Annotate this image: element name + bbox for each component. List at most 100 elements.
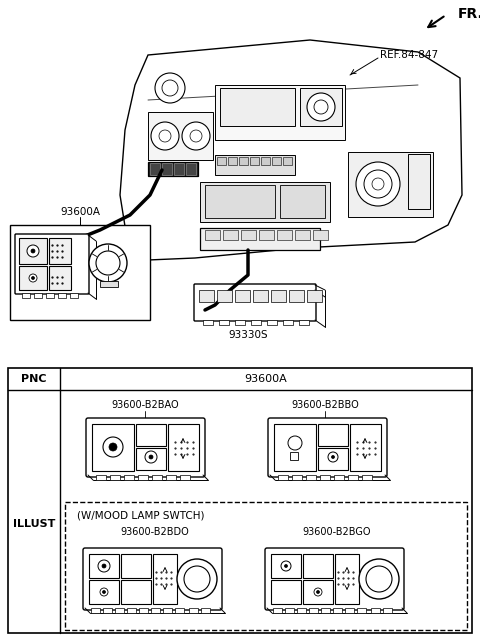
Text: FR.: FR. [458, 7, 480, 21]
Circle shape [103, 437, 123, 457]
Circle shape [100, 588, 108, 596]
Bar [10, 225, 150, 320]
Bar [383, 608, 392, 613]
Bar [215, 155, 295, 175]
Circle shape [98, 560, 110, 572]
Bar [22, 293, 30, 298]
Bar [65, 502, 467, 630]
Bar [205, 185, 275, 218]
Bar [280, 185, 325, 218]
Circle shape [314, 100, 328, 114]
Circle shape [332, 455, 335, 458]
Bar [283, 157, 292, 165]
Bar [92, 424, 134, 471]
Circle shape [102, 564, 106, 568]
FancyBboxPatch shape [194, 284, 316, 321]
Text: +: + [375, 559, 383, 569]
Circle shape [316, 590, 320, 593]
Bar [345, 608, 354, 613]
Text: +: + [193, 559, 201, 569]
Bar [348, 475, 358, 480]
Circle shape [359, 559, 399, 599]
Circle shape [328, 452, 338, 462]
Text: -: - [195, 589, 199, 599]
Bar [150, 163, 160, 175]
Bar [148, 162, 198, 176]
Bar [49, 266, 71, 290]
Bar [283, 320, 293, 325]
Circle shape [145, 451, 157, 463]
Bar [318, 424, 348, 446]
Bar [309, 608, 318, 613]
Bar [277, 230, 292, 240]
Bar [166, 475, 176, 480]
Bar [49, 238, 71, 264]
Bar [295, 230, 310, 240]
Bar [274, 424, 316, 471]
Text: 93600-B2BGO: 93600-B2BGO [303, 527, 371, 537]
Circle shape [288, 436, 302, 450]
Bar [250, 157, 259, 165]
Bar [253, 290, 268, 302]
Bar [300, 88, 342, 126]
Bar [201, 608, 210, 613]
Circle shape [182, 122, 210, 150]
Circle shape [159, 130, 171, 142]
Bar [58, 293, 66, 298]
Bar [320, 475, 330, 480]
Text: 93330S: 93330S [228, 330, 268, 340]
Circle shape [103, 590, 106, 593]
Bar [100, 281, 118, 287]
Bar [174, 163, 184, 175]
Bar [148, 112, 213, 160]
Bar [273, 608, 282, 613]
Bar [303, 554, 333, 578]
Bar [220, 88, 295, 126]
FancyBboxPatch shape [83, 548, 222, 610]
Bar [168, 424, 199, 471]
Bar [278, 475, 288, 480]
Circle shape [32, 276, 35, 280]
Bar [127, 608, 136, 613]
Bar [203, 320, 213, 325]
Bar [200, 228, 320, 250]
Bar [290, 452, 298, 460]
Bar [180, 475, 190, 480]
Bar [115, 608, 124, 613]
Bar [46, 293, 54, 298]
Bar [124, 475, 134, 480]
Bar [136, 424, 166, 446]
Bar [241, 230, 256, 240]
Circle shape [155, 73, 185, 103]
Bar [89, 580, 119, 604]
Bar [271, 290, 286, 302]
Bar [96, 475, 106, 480]
Bar [251, 320, 261, 325]
Text: PNC: PNC [21, 374, 47, 384]
Bar [138, 475, 148, 480]
Bar [348, 152, 433, 217]
Text: 96790C: 96790C [98, 228, 133, 237]
Bar [350, 424, 381, 471]
Circle shape [162, 80, 178, 96]
Bar [306, 475, 316, 480]
Bar [121, 554, 151, 578]
Bar [299, 320, 309, 325]
Bar [285, 608, 294, 613]
Circle shape [27, 245, 39, 257]
Bar [163, 608, 172, 613]
Circle shape [190, 130, 202, 142]
Text: 93600-B2BAO: 93600-B2BAO [111, 400, 179, 410]
Bar [371, 608, 380, 613]
Text: 93600A: 93600A [245, 374, 288, 384]
FancyBboxPatch shape [15, 234, 89, 294]
Bar [219, 320, 229, 325]
Circle shape [31, 249, 35, 253]
FancyBboxPatch shape [268, 418, 387, 477]
Text: (W/MOOD LAMP SWTCH): (W/MOOD LAMP SWTCH) [77, 511, 204, 521]
Bar [307, 290, 322, 302]
Text: 93600-B2BBO: 93600-B2BBO [291, 400, 359, 410]
Text: 93600-B2BDO: 93600-B2BDO [120, 527, 190, 537]
Bar [362, 475, 372, 480]
Bar [334, 475, 344, 480]
